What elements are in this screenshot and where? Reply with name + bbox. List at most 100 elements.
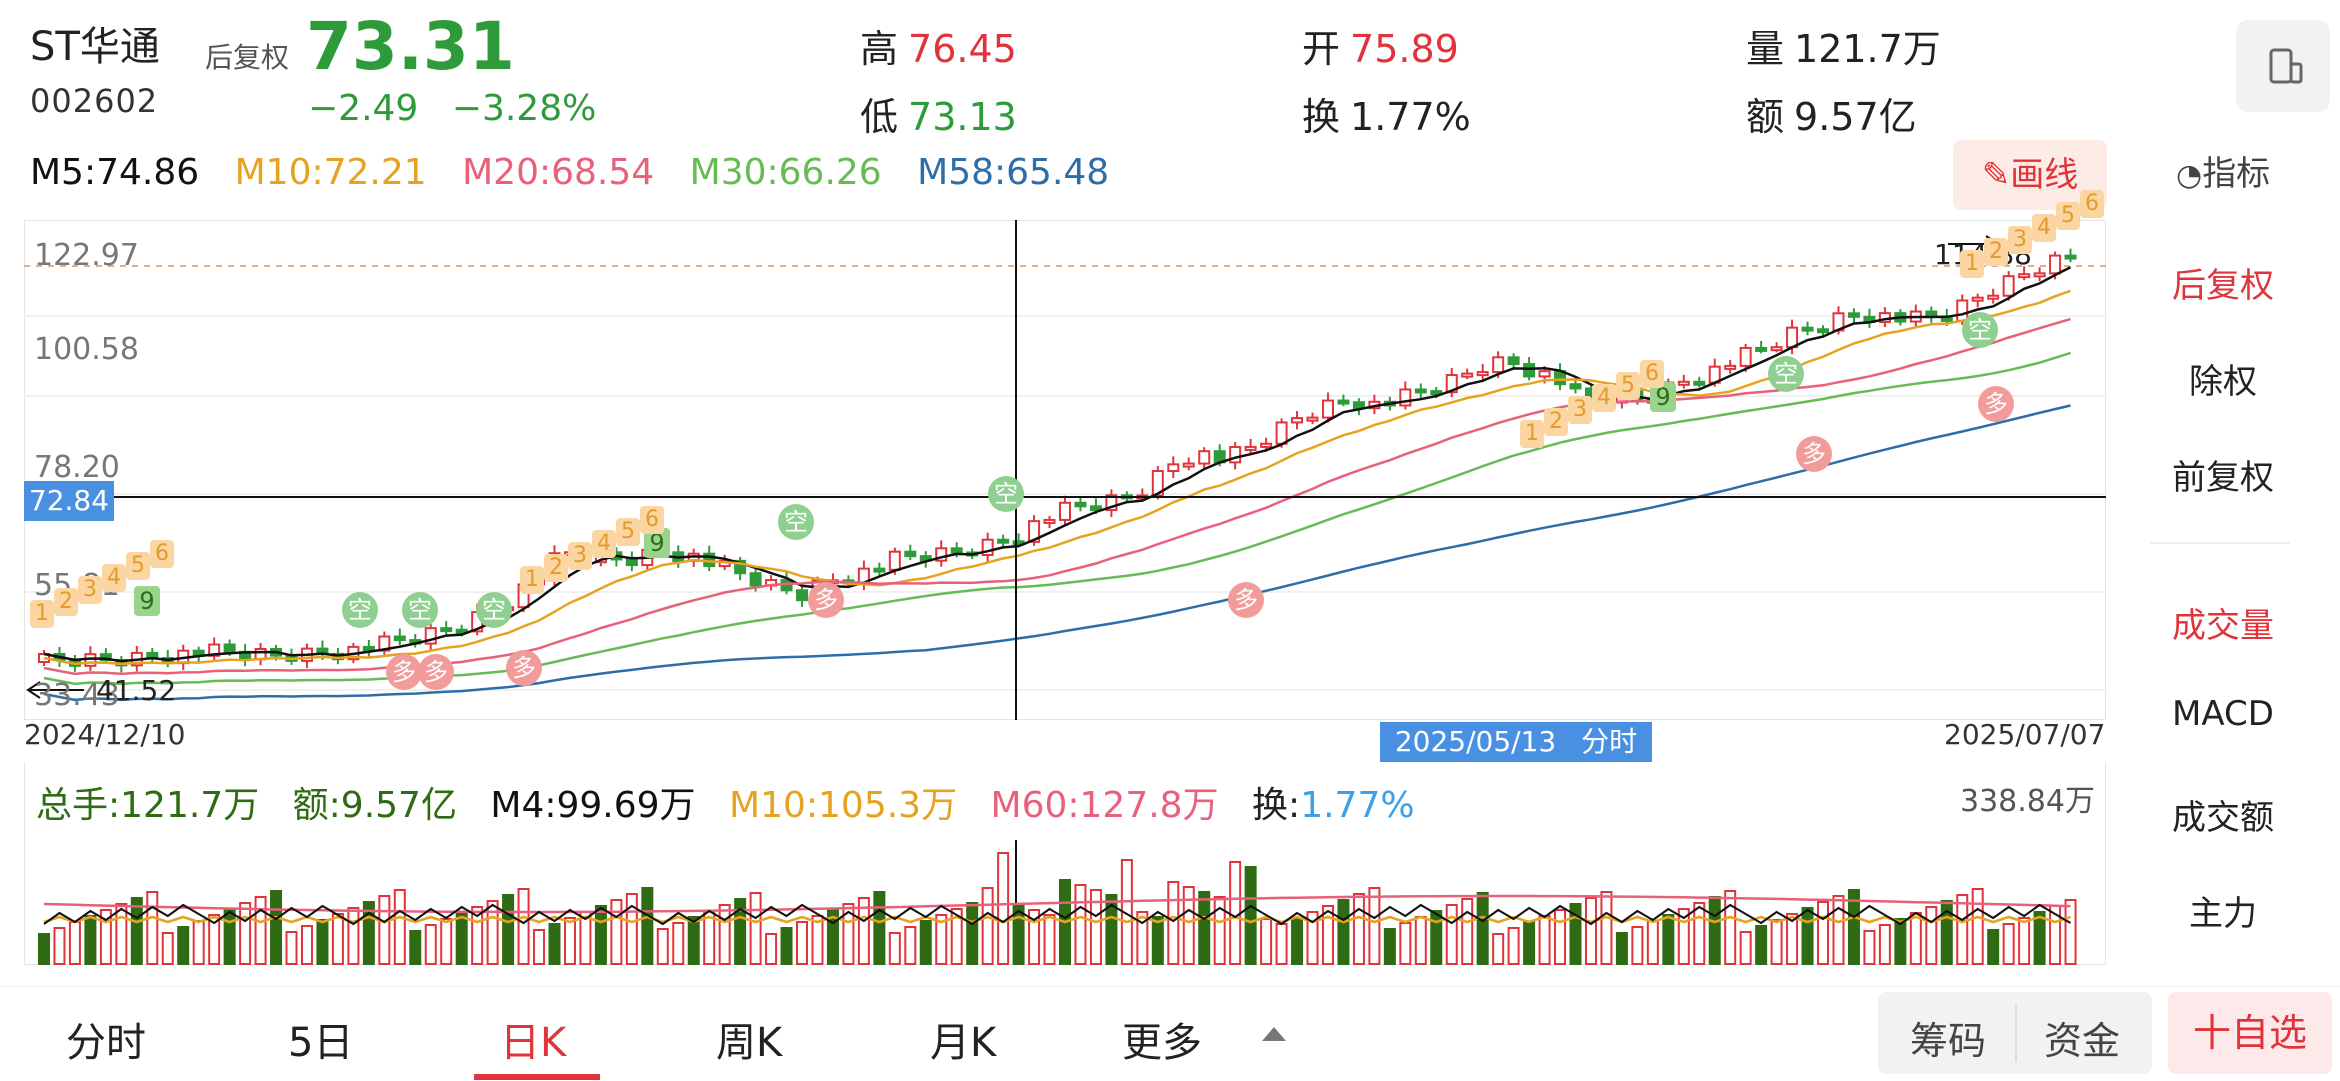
vol-m10: M10:105.3万 <box>729 785 958 826</box>
amount-label: 额 <box>1746 95 1785 139</box>
volume-bar <box>672 922 685 965</box>
volume-bar <box>1786 913 1799 965</box>
volume-bar <box>471 906 484 965</box>
vol-turnover-value: 1.77% <box>1300 785 1415 826</box>
tab-weekly-k[interactable]: 周K <box>716 1020 783 1066</box>
low-value: 73.13 <box>908 95 1017 139</box>
adjust-mode-label[interactable]: 后复权 <box>205 41 290 74</box>
volume-bar <box>2002 923 2015 965</box>
volume-bar <box>239 902 252 965</box>
open-value: 75.89 <box>1350 27 1459 71</box>
turnover-label: 换 <box>1302 95 1341 139</box>
count-streak-marker: 3 <box>568 542 592 570</box>
bottom-tabbar <box>0 986 2340 1081</box>
volume-bar <box>1105 894 1118 965</box>
volume-bar <box>1198 891 1211 965</box>
tab-5day[interactable]: 5日 <box>288 1020 354 1066</box>
candle-body <box>1476 371 1489 377</box>
candle-body <box>424 627 437 645</box>
draw-line-button[interactable]: ✎画线 <box>1953 140 2107 210</box>
volume-bar <box>1383 928 1396 965</box>
volume-bar <box>1631 926 1644 965</box>
side-item-pre-adjusted[interactable]: 前复权 <box>2172 458 2274 498</box>
indicator-button[interactable]: ◔指标 <box>2176 146 2270 195</box>
indicator-label: 指标 <box>2202 154 2271 194</box>
volume-bar <box>1847 889 1860 965</box>
candle-body <box>2033 272 2046 278</box>
side-item-ex-rights[interactable]: 除权 <box>2189 362 2257 402</box>
candle-body <box>888 550 901 571</box>
ma5-value: M5:74.86 <box>30 152 200 193</box>
candle-body <box>1801 326 1814 332</box>
side-item-macd[interactable]: MACD <box>2172 694 2274 734</box>
count-streak-marker: 5 <box>126 552 150 580</box>
count-streak-marker: 4 <box>592 530 616 558</box>
stock-name: ST华通 <box>30 24 160 70</box>
add-favorite-button[interactable]: 十自选 <box>2168 992 2332 1074</box>
candle-body <box>1786 326 1799 349</box>
candle-body <box>1693 380 1706 386</box>
candle-body <box>981 538 994 557</box>
volume-bar <box>1291 917 1304 965</box>
min-arrow-icon <box>26 681 84 699</box>
candle-body <box>2002 275 2015 297</box>
candle-body <box>1089 505 1102 512</box>
y-tick-label: 33.43 <box>34 678 120 713</box>
side-item-amount[interactable]: 成交额 <box>2172 798 2274 838</box>
draw-line-label: 画线 <box>2010 155 2079 195</box>
turnover-stat: 换 1.77% <box>1302 86 1471 141</box>
volume-bar <box>53 927 66 965</box>
bear-signal-marker: 空 <box>778 504 814 540</box>
candle-body <box>1817 328 1830 334</box>
bear-signal-marker: 空 <box>1768 356 1804 392</box>
y-tick-label: 122.97 <box>34 238 139 273</box>
candle-body <box>455 628 468 634</box>
volume-bar <box>270 890 283 965</box>
candle-body <box>734 559 747 575</box>
ma20-line <box>43 317 2071 676</box>
volume-bar <box>502 894 515 965</box>
bear-signal-marker: 空 <box>476 592 512 628</box>
volume-bar <box>610 899 623 965</box>
volume-bar <box>1461 898 1474 965</box>
volume-bar <box>1878 924 1891 965</box>
kline-chart[interactable] <box>24 220 2106 720</box>
volume-bar <box>84 915 97 965</box>
side-item-volume[interactable]: 成交量 <box>2172 606 2274 646</box>
tab-daily-k[interactable]: 日K <box>500 1020 567 1066</box>
tab-more[interactable]: 更多 <box>1122 1020 1202 1066</box>
volume-bar <box>331 913 344 965</box>
volume-bar <box>1646 920 1659 965</box>
ma5-line <box>43 266 2072 663</box>
kline-chart-frame[interactable] <box>24 220 2106 720</box>
intraday-link[interactable]: 分时 > <box>1504 725 1638 798</box>
side-item-post-adjusted[interactable]: 后复权 <box>2172 266 2274 306</box>
side-item-main-force[interactable]: 主力 <box>2189 894 2257 934</box>
tab-intraday[interactable]: 分时 <box>66 1020 146 1066</box>
caret-up-icon[interactable] <box>1262 1027 1286 1041</box>
volume-bar <box>254 896 267 965</box>
volume-bar <box>1151 916 1164 965</box>
landscape-toggle-button[interactable] <box>2236 20 2330 112</box>
volume-bar <box>455 912 468 965</box>
candle-body <box>1105 494 1118 512</box>
funds-button[interactable]: 资金 <box>2044 1019 2121 1063</box>
volume-bar <box>1213 896 1226 965</box>
volume-bar <box>1909 912 1922 965</box>
candle-body <box>1244 445 1257 451</box>
candle-body <box>2049 254 2062 275</box>
volume-bar <box>1321 905 1334 965</box>
chips-button[interactable]: 筹码 <box>1910 1019 1987 1063</box>
crosshair-date-tag[interactable]: 2025/05/13 分时 > <box>1380 722 1652 798</box>
volume-bar <box>734 898 747 965</box>
candle-body <box>1167 463 1180 473</box>
count-streak-marker: 2 <box>54 588 78 616</box>
candle-body <box>1229 446 1242 464</box>
volume-chart[interactable] <box>24 840 2106 966</box>
y-tick-label: 100.58 <box>34 332 139 367</box>
bull-signal-marker: 多 <box>506 650 542 686</box>
volume-bar <box>285 931 298 965</box>
tab-monthly-k[interactable]: 月K <box>930 1020 997 1066</box>
volume-bar <box>857 897 870 965</box>
volume-bar <box>68 921 81 965</box>
